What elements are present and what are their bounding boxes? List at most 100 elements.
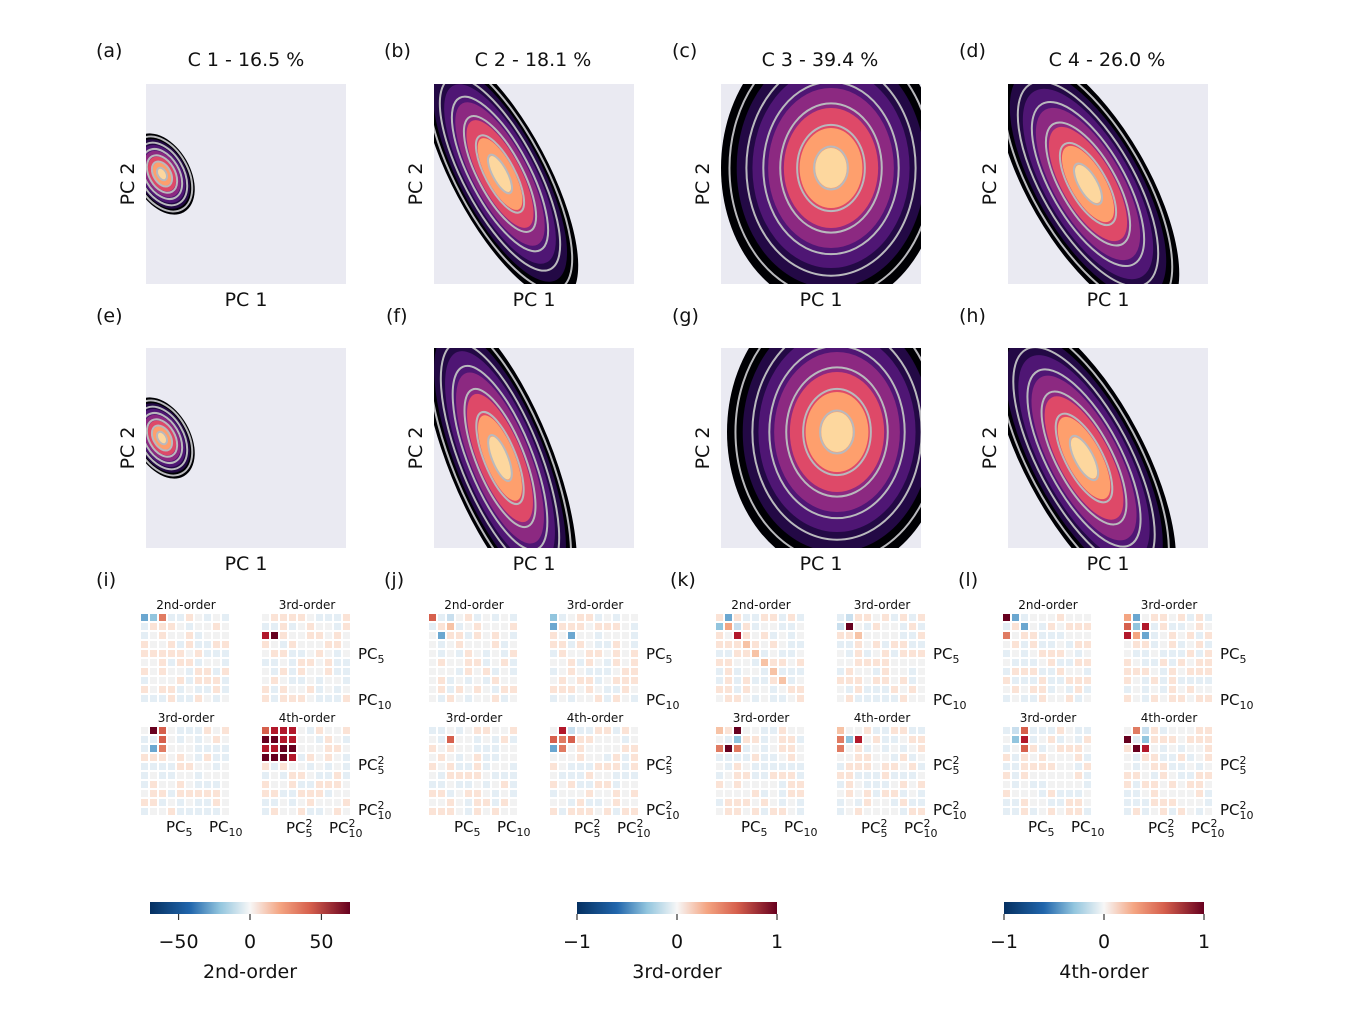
matrix-cell: [1151, 727, 1158, 734]
matrix-cell: [595, 736, 602, 743]
matrix-cell: [918, 727, 925, 734]
matrix-cell: [334, 659, 341, 666]
matrix-cell: [271, 641, 278, 648]
matrix-cell: [186, 781, 193, 788]
matrix-cell: [1187, 623, 1194, 630]
matrix-cell: [1030, 772, 1037, 779]
matrix-cell: [604, 668, 611, 675]
matrix-cell: [752, 727, 759, 734]
matrix-cell: [447, 650, 454, 657]
matrix-cell: [343, 799, 350, 806]
matrix-cell: [568, 641, 575, 648]
matrix-cell: [271, 790, 278, 797]
matrix-cell: [429, 659, 436, 666]
matrix-cell: [168, 754, 175, 761]
matrix-cell: [837, 677, 844, 684]
y-axis-label: PC 2: [692, 163, 714, 206]
matrix-cell: [438, 754, 445, 761]
matrix-cell: [1057, 745, 1064, 752]
matrix-cell: [262, 745, 269, 752]
matrix-cell: [559, 632, 566, 639]
matrix-cell: [743, 772, 750, 779]
matrix-cell: [213, 772, 220, 779]
colorbar-4th-order: −1 0 1 4th-order: [990, 902, 1210, 983]
matrix-cell: [492, 677, 499, 684]
matrix-cell: [586, 790, 593, 797]
matrix-cell: [1084, 659, 1091, 666]
matrix-cell: [280, 808, 287, 815]
matrix-cell: [1012, 695, 1019, 702]
matrix-cell: [429, 808, 436, 815]
contour-line: [796, 123, 866, 213]
matrix-cell: [262, 736, 269, 743]
matrix-cell: [770, 781, 777, 788]
matrix-cell: [761, 727, 768, 734]
matrix-cell: [1030, 695, 1037, 702]
matrix-cell: [752, 632, 759, 639]
matrix-cell: [195, 650, 202, 657]
matrix-cell: [1196, 650, 1203, 657]
matrix-cell: [734, 754, 741, 761]
matrix-cell: [1142, 781, 1149, 788]
matrix-cell: [1151, 623, 1158, 630]
matrix-cell: [797, 745, 804, 752]
matrix-cell: [900, 772, 907, 779]
matrix-cell: [262, 686, 269, 693]
matrix-cell: [177, 623, 184, 630]
matrix-cell: [1048, 781, 1055, 788]
matrix-cell: [474, 727, 481, 734]
matrix-cell: [725, 641, 732, 648]
matrix-cell: [846, 614, 853, 621]
matrix-subplot: 2nd-order: [1003, 598, 1091, 702]
contour-line: [745, 84, 917, 277]
matrix-cell: [918, 736, 925, 743]
matrix-cell: [474, 772, 481, 779]
matrix-cell: [797, 727, 804, 734]
matrix-cell: [168, 668, 175, 675]
matrix-cell: [483, 659, 490, 666]
matrix-cell: [752, 659, 759, 666]
matrix-cell: [882, 650, 889, 657]
matrix-cell: [168, 632, 175, 639]
matrix-cell: [343, 763, 350, 770]
matrix-cell: [307, 614, 314, 621]
matrix-cell: [752, 763, 759, 770]
matrix-cell: [559, 614, 566, 621]
matrix-cell: [797, 808, 804, 815]
matrix-cell: [1196, 790, 1203, 797]
matrix-cell: [855, 668, 862, 675]
matrix-cell: [559, 677, 566, 684]
matrix-cell: [429, 641, 436, 648]
y-axis-label: PC 2: [405, 427, 427, 470]
matrix-cell: [474, 641, 481, 648]
matrix-cell: [510, 614, 517, 621]
matrix-cell: [595, 745, 602, 752]
matrix-cell: [595, 677, 602, 684]
matrix-cell: [864, 614, 871, 621]
matrix-cell: [891, 799, 898, 806]
matrix-cell: [882, 745, 889, 752]
contour-line: [813, 145, 849, 191]
matrix-cell: [492, 668, 499, 675]
matrix-cell: [1075, 659, 1082, 666]
matrix-cell: [725, 686, 732, 693]
matrix-cell: [882, 677, 889, 684]
matrix-cell: [622, 772, 629, 779]
matrix-cell: [334, 677, 341, 684]
matrix-cell: [595, 650, 602, 657]
matrix-cell: [743, 754, 750, 761]
matrix-cell: [159, 695, 166, 702]
matrix-cell: [725, 745, 732, 752]
matrix-cell: [568, 614, 575, 621]
matrix-cell: [141, 727, 148, 734]
matrix-cell: [1030, 632, 1037, 639]
matrix-cell: [604, 686, 611, 693]
matrix-cell: [141, 686, 148, 693]
matrix-cell: [837, 650, 844, 657]
matrix-cell: [1075, 754, 1082, 761]
matrix-cell: [837, 727, 844, 734]
matrix-cell: [262, 614, 269, 621]
matrix-cell: [1066, 668, 1073, 675]
matrix-cell: [797, 799, 804, 806]
